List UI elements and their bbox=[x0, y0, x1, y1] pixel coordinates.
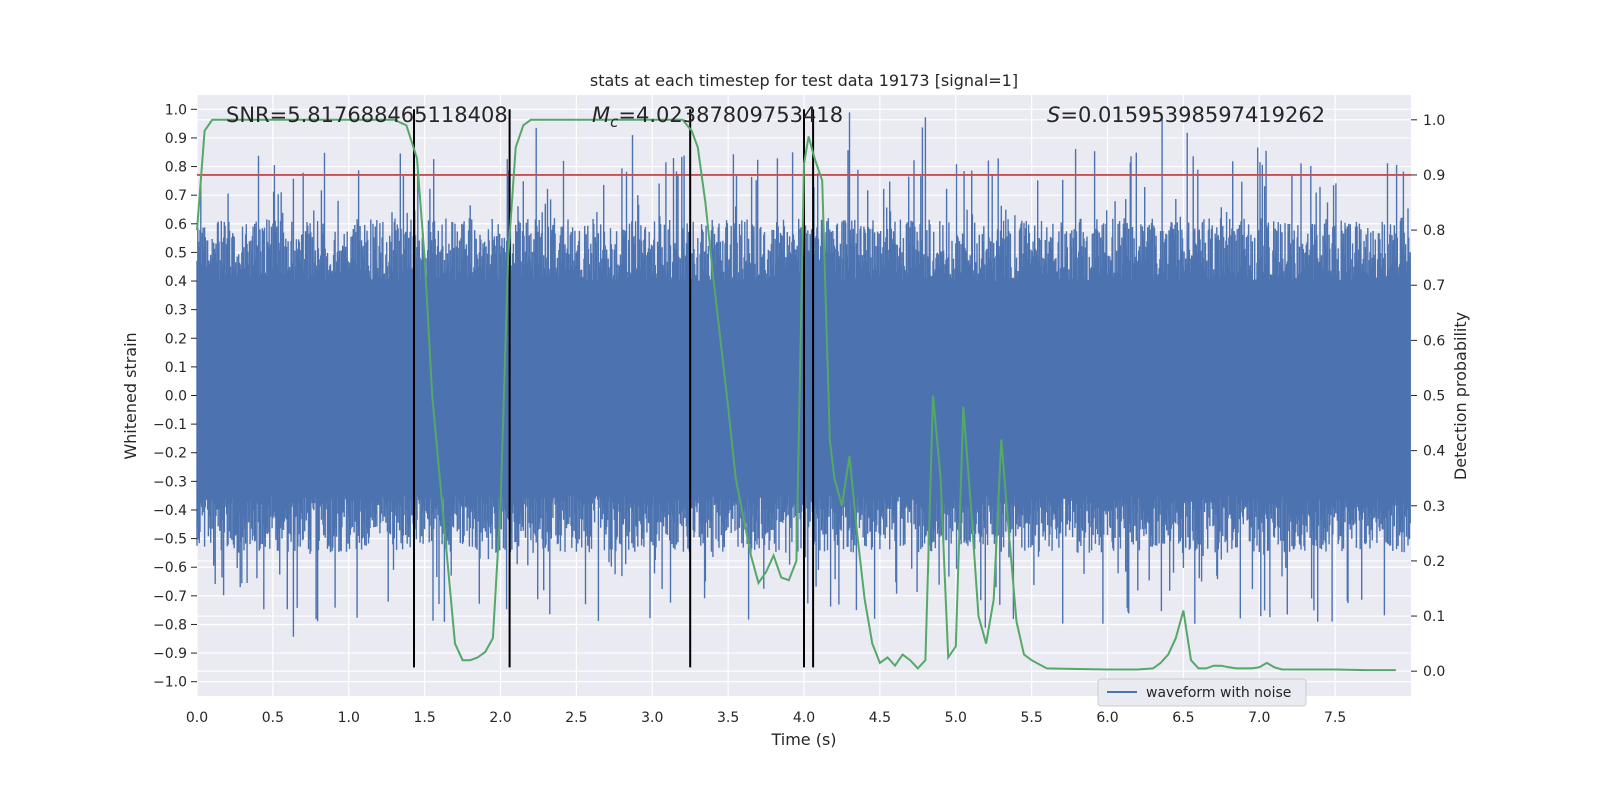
y-left-tick-label-18: −0.8 bbox=[153, 617, 187, 633]
legend-box bbox=[1097, 678, 1307, 707]
x-tick-label-10: 5.0 bbox=[945, 710, 967, 726]
y-left-tick-label-14: −0.4 bbox=[153, 503, 187, 519]
y-left-tick-label-12: −0.2 bbox=[153, 446, 187, 462]
y-left-axis-ticks: 1.0 0.9 0.8 0.7 0.6 0.5 0.4 0.3 0.2 0.1 0.0 −0.1 −0.… bbox=[153, 102, 197, 691]
y-right-axis-ticks: 1.0 0.9 0.8 0.7 0.6 0.5 0.4 0.3 0.2 0.1 0.0 bbox=[1411, 113, 1445, 680]
y-right-tick-label-9: 0.1 bbox=[1423, 609, 1445, 625]
y-right-tick-label-3: 0.7 bbox=[1423, 278, 1445, 294]
chirp-mass-value: =4.02387809753418 bbox=[618, 103, 843, 127]
chart-title: stats at each timestep for test data 191… bbox=[590, 71, 1018, 90]
x-tick-label-4: 2.0 bbox=[489, 710, 511, 726]
x-tick-label-3: 1.5 bbox=[413, 710, 435, 726]
y-left-tick-label-0: 1.0 bbox=[165, 102, 187, 118]
y-right-tick-label-2: 0.8 bbox=[1423, 223, 1445, 239]
x-tick-label-9: 4.5 bbox=[869, 710, 891, 726]
s-value: =0.015953985974192​62 bbox=[1060, 103, 1325, 127]
x-tick-label-12: 6.0 bbox=[1096, 710, 1118, 726]
x-tick-label-2: 1.0 bbox=[338, 710, 360, 726]
x-tick-label-11: 5.5 bbox=[1020, 710, 1042, 726]
x-tick-label-5: 2.5 bbox=[565, 710, 587, 726]
y-right-tick-label-4: 0.6 bbox=[1423, 333, 1445, 349]
x-axis-label: Time (s) bbox=[770, 730, 836, 749]
x-tick-label-6: 3.0 bbox=[641, 710, 663, 726]
y-right-tick-label-0: 1.0 bbox=[1423, 113, 1445, 129]
y-right-tick-label-1: 0.9 bbox=[1423, 168, 1445, 184]
y-right-tick-label-5: 0.5 bbox=[1423, 389, 1445, 405]
y-left-tick-label-19: −0.9 bbox=[153, 646, 187, 662]
legend-waveform-label: waveform with noise bbox=[1146, 685, 1291, 701]
y-right-tick-label-8: 0.2 bbox=[1423, 554, 1445, 570]
x-tick-label-0: 0.0 bbox=[186, 710, 208, 726]
y-left-tick-label-20: −1.0 bbox=[153, 675, 187, 691]
y-right-axis-label: Detection probability bbox=[1451, 312, 1470, 480]
x-tick-label-15: 7.5 bbox=[1324, 710, 1346, 726]
y-right-tick-label-10: 0.0 bbox=[1423, 664, 1445, 680]
y-left-tick-label-10: 0.0 bbox=[165, 389, 187, 405]
waveform-series bbox=[196, 112, 1411, 637]
y-left-tick-label-1: 0.9 bbox=[165, 131, 187, 147]
y-left-tick-label-8: 0.2 bbox=[165, 331, 187, 347]
y-left-tick-label-4: 0.6 bbox=[165, 217, 187, 233]
y-left-tick-label-7: 0.3 bbox=[165, 303, 187, 319]
x-tick-label-14: 7.0 bbox=[1248, 710, 1270, 726]
y-left-tick-label-15: −0.5 bbox=[153, 532, 187, 548]
x-tick-label-1: 0.5 bbox=[262, 710, 284, 726]
y-right-tick-label-7: 0.3 bbox=[1423, 499, 1445, 515]
x-tick-label-7: 3.5 bbox=[717, 710, 739, 726]
y-left-axis-label: Whitened strain bbox=[121, 332, 140, 459]
s-symbol: S bbox=[1047, 103, 1060, 127]
waveform-line bbox=[196, 112, 1411, 637]
probability-line bbox=[196, 118, 1396, 672]
y-left-tick-label-17: −0.7 bbox=[153, 589, 187, 605]
x-axis-ticks: 0.0 0.5 1.0 1.5 2.0 2.5 3.0 3.5 4.0 4.5 5.0 5.5 6.0 6… bbox=[186, 710, 1346, 726]
y-left-tick-label-5: 0.5 bbox=[165, 245, 187, 261]
chirp-mass-subscript: c bbox=[610, 113, 619, 131]
x-tick-label-8: 4.0 bbox=[793, 710, 815, 726]
snr-annotation: SNR=5.817688465118408 bbox=[226, 103, 508, 127]
y-left-tick-label-11: −0.1 bbox=[153, 417, 187, 433]
legend: waveform with noise bbox=[1097, 678, 1307, 707]
s-annotation: S=0.015953985974192​62 bbox=[1047, 103, 1325, 127]
y-left-tick-label-3: 0.7 bbox=[165, 188, 187, 204]
chirp-mass-annotation: Mc=4.02387809753418 bbox=[592, 103, 843, 131]
y-left-tick-label-16: −0.6 bbox=[153, 560, 187, 576]
y-left-tick-label-2: 0.8 bbox=[165, 160, 187, 176]
y-left-tick-label-9: 0.1 bbox=[165, 360, 187, 376]
y-left-tick-label-6: 0.4 bbox=[165, 274, 187, 290]
probability-series bbox=[196, 118, 1396, 672]
y-left-tick-label-13: −0.3 bbox=[153, 474, 187, 490]
chirp-mass-symbol: M bbox=[592, 103, 610, 127]
y-right-tick-label-6: 0.4 bbox=[1423, 444, 1445, 460]
x-tick-label-13: 6.5 bbox=[1172, 710, 1194, 726]
